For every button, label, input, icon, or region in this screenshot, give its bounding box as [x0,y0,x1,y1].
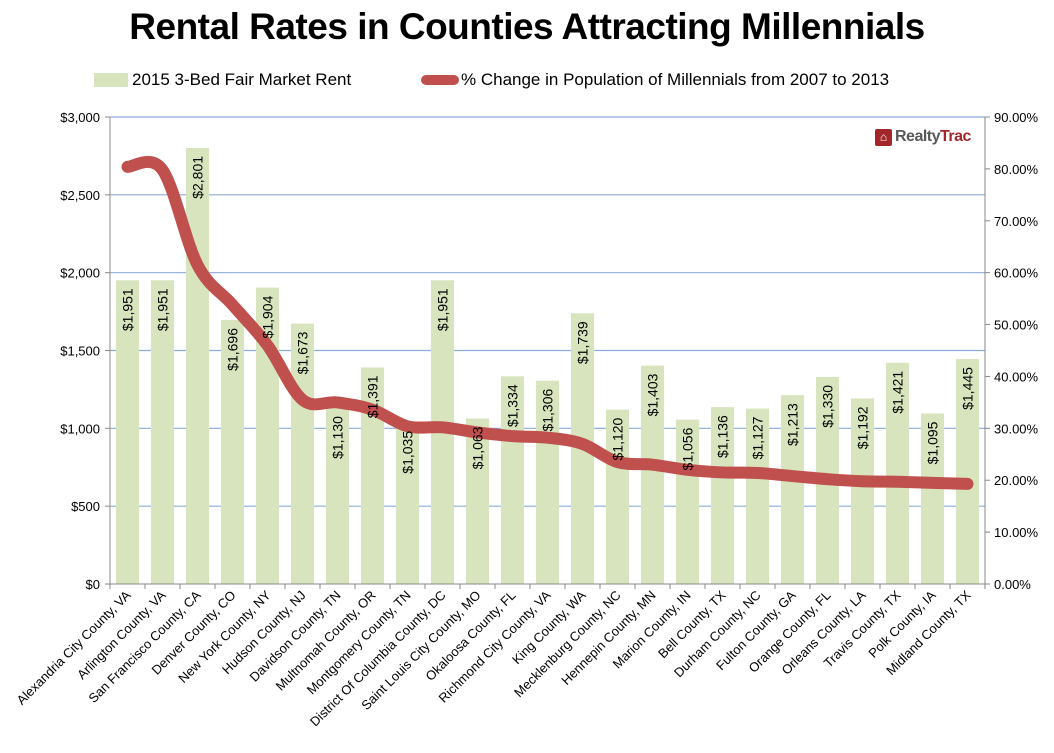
line-point [267,344,268,346]
bar-data-label: $1,951 [435,288,451,331]
bar-data-label: $1,951 [155,288,171,331]
line-point [127,166,128,168]
line-point [652,464,653,466]
y2-tick-label: 70.00% [994,214,1039,229]
y2-tick-label: 80.00% [994,162,1039,177]
bar-data-label: $1,904 [260,295,276,338]
line-point [477,431,478,433]
bar-data-label: $1,673 [295,331,311,374]
bar-data-label: $1,445 [960,367,976,410]
bar [150,280,175,584]
bar-data-label: $1,056 [680,427,696,470]
bar [465,418,490,584]
bar [640,365,665,584]
line-point [827,478,828,480]
y2-tick-label: 0.00% [994,577,1031,592]
y2-tick-label: 90.00% [994,110,1039,125]
y-tick-label: $2,500 [60,188,100,203]
bar [185,147,210,584]
bar [710,407,735,584]
bar-data-label: $1,391 [364,375,380,418]
bar-data-label: $1,213 [785,403,801,446]
realtytrac-logo: ⌂ Realty Trac [875,128,971,146]
legend-swatch-bar [94,73,128,87]
legend-label-millennials: % Change in Population of Millennials fr… [461,70,890,89]
line-point [582,443,583,445]
bar-data-label: $1,403 [645,373,661,416]
line-point [617,461,618,463]
bar [115,280,140,584]
bar-data-label: $1,421 [890,371,906,414]
legend-label-rent: 2015 3-Bed Fair Market Rent [132,70,352,89]
line-point [897,481,898,483]
chart-title: Rental Rates in Counties Attracting Mill… [129,6,925,47]
bar [745,408,770,584]
line-point [967,483,968,485]
y2-tick-label: 10.00% [994,525,1039,540]
bar [500,376,525,584]
y-tick-label: $500 [71,499,100,514]
bar [675,419,700,584]
bar-data-label: $1,192 [855,406,871,449]
line-point [512,435,513,437]
line-point [722,471,723,473]
legend-swatch-line [421,75,459,85]
y2-tick-label: 30.00% [994,421,1039,436]
line-point [862,480,863,482]
line-point [547,437,548,439]
bar-data-label: $1,035 [400,431,416,474]
line-point [687,469,688,471]
y-tick-label: $0 [86,577,100,592]
bar [325,408,350,584]
y-tick-label: $2,000 [60,266,100,281]
bar-data-label: $1,330 [820,385,836,428]
y-tick-label: $1,000 [60,421,100,436]
bar-data-label: $1,951 [120,288,136,331]
line-point [197,264,198,266]
bar-data-label: $1,095 [925,421,941,464]
bar [850,398,875,584]
bar-data-label: $1,136 [715,415,731,458]
bar [220,319,245,584]
bar-data-label: $1,739 [575,321,591,364]
bar-data-label: $1,127 [750,416,766,459]
bar-data-label: $1,130 [330,416,346,459]
y2-tick-label: 40.00% [994,369,1039,384]
y-tick-label: $1,500 [60,344,100,359]
bar [780,395,805,584]
bar [920,413,945,584]
y2-tick-label: 50.00% [994,318,1039,333]
legend: 2015 3-Bed Fair Market Rent % Change in … [0,70,1054,96]
bar-data-label: $1,063 [470,426,486,469]
line-point [232,304,233,306]
bar-data-label: $1,334 [505,384,521,427]
line-point [442,426,443,428]
bar-data-label: $1,120 [610,417,626,460]
bar-data-label: $1,696 [225,328,241,371]
bar [955,359,980,584]
bar-data-label: $1,306 [540,388,556,431]
house-icon: ⌂ [875,128,892,146]
y2-tick-label: 20.00% [994,473,1039,488]
line-point [162,169,163,171]
y-tick-label: $3,000 [60,110,100,125]
line-series-millennials [121,155,974,490]
bar [360,367,385,584]
line-point [932,482,933,484]
bar-data-label: $2,801 [190,156,206,199]
line-point [372,409,373,411]
line-point [407,425,408,427]
line-point [792,475,793,477]
y2-tick-label: 60.00% [994,266,1039,281]
line-point [337,401,338,403]
logo-text-realty: Realty [895,128,941,145]
bar [885,362,910,584]
legend-item-millennials: % Change in Population of Millennials fr… [421,70,889,90]
logo-text-trac: Trac [940,128,971,145]
bar [395,422,420,584]
line-point [302,399,303,401]
legend-item-rent: 2015 3-Bed Fair Market Rent [94,70,351,90]
line-point [757,472,758,474]
